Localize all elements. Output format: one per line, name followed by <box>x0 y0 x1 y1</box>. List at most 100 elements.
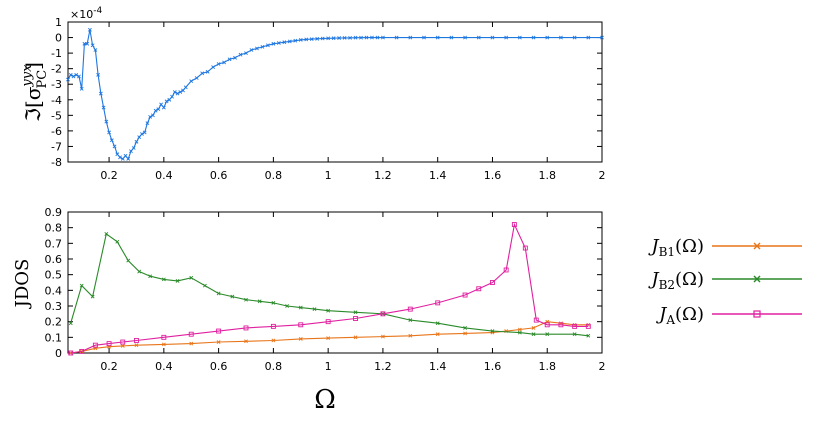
bottom-series-line-0 <box>70 321 589 354</box>
top-data-point <box>375 35 380 40</box>
bottom-series-line-2 <box>70 222 589 354</box>
top-x-tick-label: 1.2 <box>374 169 392 182</box>
bottom-series-line-1 <box>70 232 589 337</box>
bottom-data-point <box>326 336 331 341</box>
top-y-tick-label: -5 <box>51 109 62 122</box>
top-data-point <box>255 46 259 51</box>
top-data-point <box>126 156 131 161</box>
bottom-y-tick-label: 0.4 <box>45 284 63 297</box>
top-y-tick-label: -4 <box>51 94 62 107</box>
top-data-point <box>178 90 183 94</box>
top-data-point <box>205 69 210 74</box>
top-data-point <box>200 71 205 76</box>
bottom-data-point <box>148 274 153 279</box>
bottom-data-point <box>503 267 509 273</box>
top-data-point <box>172 90 177 94</box>
top-data-point <box>271 41 276 46</box>
bottom-data-point <box>511 222 517 227</box>
bottom-data-point <box>175 279 180 283</box>
top-data-point <box>150 113 155 118</box>
bottom-data-point <box>285 304 289 308</box>
bottom-data-point <box>462 292 468 298</box>
top-data-point <box>394 35 399 40</box>
bottom-data-point <box>572 332 577 337</box>
top-panel: 0.2 0.4 0.6 0.8 1 1.2 1.4 1.6 1.8 2 1 0 -1 -2 -3 -4 -5 -… <box>20 6 606 182</box>
top-x-tick-label: 1.8 <box>538 169 556 182</box>
bottom-y-tick-label: 0.3 <box>45 300 63 313</box>
top-x-tick-label: 1 <box>325 169 332 182</box>
top-data-point <box>559 35 563 40</box>
top-x-tick-label: 1.4 <box>429 169 447 182</box>
top-data-point <box>572 35 577 40</box>
top-data-point <box>227 57 232 62</box>
bottom-data-point <box>120 339 126 345</box>
top-data-point <box>112 144 117 149</box>
bottom-y-tick-label: 0 <box>55 347 62 360</box>
top-x-axis: 0.2 0.4 0.6 0.8 1 1.2 1.4 1.6 1.8 2 <box>100 22 606 182</box>
top-data-point <box>449 35 454 40</box>
bottom-data-point <box>104 232 109 236</box>
top-data-point <box>517 35 522 40</box>
bottom-data-point <box>68 350 74 356</box>
top-data-point <box>249 48 254 52</box>
top-data-point <box>531 35 536 40</box>
bottom-y-axis-label: JDOS <box>12 259 33 310</box>
top-data-point <box>90 43 95 48</box>
bottom-y-tick-label: 0.6 <box>45 253 63 266</box>
top-data-point <box>137 135 142 140</box>
bottom-panel: 0.2 0.4 0.6 0.8 1 1.2 1.4 1.6 1.8 2 0.90.80.70.60… <box>12 206 606 415</box>
bottom-data-point <box>517 327 522 332</box>
top-data-point <box>353 35 358 40</box>
bottom-x-tick-label: 1.4 <box>429 360 447 373</box>
top-x-tick-label: 0.4 <box>155 169 173 182</box>
top-series-line-0 <box>67 29 602 160</box>
top-data-point <box>545 35 550 40</box>
bottom-data-point <box>463 331 467 336</box>
bottom-data-point <box>126 258 131 263</box>
bottom-x-tick-label: 0.8 <box>265 360 283 373</box>
top-data-point <box>600 35 604 40</box>
top-y-tick-label: -7 <box>51 140 62 153</box>
bottom-data-point <box>161 334 167 340</box>
bottom-data-point <box>189 341 194 346</box>
top-x-tick-label: 0.8 <box>265 169 283 182</box>
top-data-point <box>370 35 374 40</box>
bottom-x-axis-label: Ω <box>314 385 336 415</box>
top-data-point <box>238 52 243 57</box>
bottom-data-point <box>435 300 441 306</box>
top-data-point <box>189 79 194 84</box>
bottom-data-point <box>244 297 248 302</box>
top-data-point <box>101 105 106 110</box>
legend-marker-2 <box>753 310 761 318</box>
top-series-group <box>66 27 604 161</box>
bottom-data-point <box>544 322 550 328</box>
bottom-data-point <box>161 342 166 347</box>
top-data-point <box>145 121 150 126</box>
top-data-point <box>87 27 92 32</box>
bottom-data-point <box>216 291 221 296</box>
bottom-data-point <box>407 306 413 312</box>
top-data-point <box>96 72 101 77</box>
top-y-axis: 1 0 -1 -2 -3 -4 -5 -6 -7 -8 <box>51 16 602 169</box>
bottom-data-point <box>189 275 194 280</box>
top-data-point <box>504 35 509 40</box>
top-data-point <box>298 37 303 42</box>
bottom-data-point <box>243 325 249 331</box>
bottom-data-point <box>137 269 142 274</box>
bottom-data-point <box>531 332 536 337</box>
bottom-x-tick-label: 1.6 <box>484 360 502 373</box>
bottom-series-group <box>68 222 591 356</box>
top-data-point <box>115 152 120 157</box>
top-data-point <box>66 77 70 82</box>
top-data-point <box>337 36 342 40</box>
top-y-multiplier: ×10-4 <box>70 6 102 21</box>
top-data-point <box>74 72 79 77</box>
bottom-data-point <box>271 338 276 343</box>
top-data-point <box>194 76 199 80</box>
top-data-point <box>586 35 591 40</box>
top-data-point <box>148 114 153 119</box>
bottom-data-point <box>161 277 166 282</box>
top-data-point <box>282 40 287 45</box>
bottom-data-point <box>326 308 331 313</box>
top-data-point <box>348 35 352 40</box>
